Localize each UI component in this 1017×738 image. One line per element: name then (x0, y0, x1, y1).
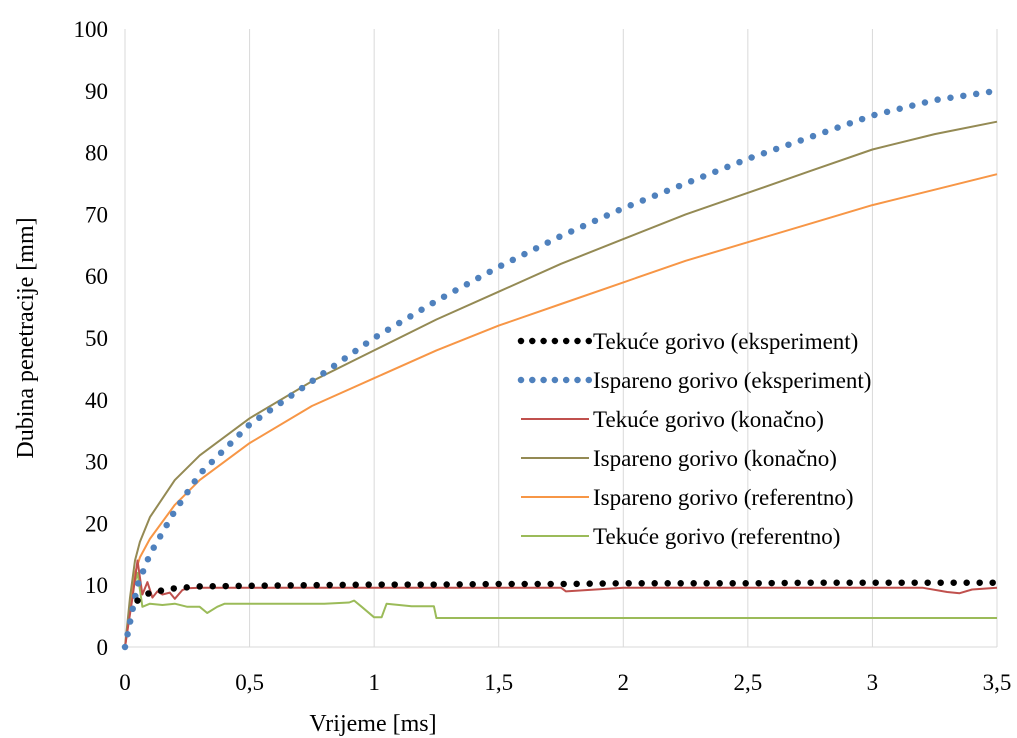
x-tick-label: 3 (867, 670, 879, 695)
y-tick-label: 80 (85, 141, 108, 166)
y-tick-label: 30 (85, 450, 108, 475)
series-line (134, 579, 1001, 604)
y-tick-label: 70 (85, 202, 108, 227)
y-tick-label: 0 (97, 635, 109, 660)
legend: Tekuće gorivo (eksperiment) Ispareno gori… (517, 329, 871, 549)
x-tick-label: 0,5 (235, 670, 264, 695)
series-line (124, 571, 997, 648)
y-tick-label: 90 (85, 79, 108, 104)
y-tick-label: 10 (85, 573, 108, 598)
y-tick-label: 100 (74, 17, 109, 42)
axes (124, 29, 997, 648)
y-tick-label: 60 (85, 264, 108, 289)
series-line (124, 173, 998, 648)
x-tick-label: 3,5 (983, 670, 1012, 695)
y-tick-labels: 0 10 20 30 40 50 60 70 80 90 100 (74, 17, 109, 660)
series-line (124, 120, 998, 648)
series-lines (121, 87, 1001, 651)
x-tick-label: 1 (368, 670, 380, 695)
legend-entry-label: Tekuće gorivo (konačno) (593, 407, 824, 432)
legend-entry-label: Tekuće gorivo (referentno) (593, 524, 840, 549)
legend-entry-label: Tekuće gorivo (eksperiment) (593, 329, 858, 354)
series-line (121, 87, 1001, 651)
y-tick-label: 50 (85, 326, 108, 351)
x-tick-label: 2 (618, 670, 630, 695)
y-tick-label: 20 (85, 511, 108, 536)
x-tick-label: 1,5 (484, 670, 513, 695)
legend-entry-label: Ispareno gorivo (konačno) (593, 446, 837, 471)
y-axis-label: Dubina penetracije [mm] (13, 217, 39, 458)
y-tick-label: 40 (85, 388, 108, 413)
x-tick-label: 0 (119, 670, 131, 695)
x-axis-label: Vrijeme [ms] (309, 711, 436, 737)
x-tick-label: 2,5 (733, 670, 762, 695)
legend-entry-label: Ispareno gorivo (referentno) (593, 485, 854, 510)
x-tick-labels: 0 0,5 1 1,5 2 2,5 3 3,5 (119, 670, 1011, 695)
grid-lines (249, 29, 998, 647)
legend-entry-label: Ispareno gorivo (eksperiment) (593, 368, 871, 393)
